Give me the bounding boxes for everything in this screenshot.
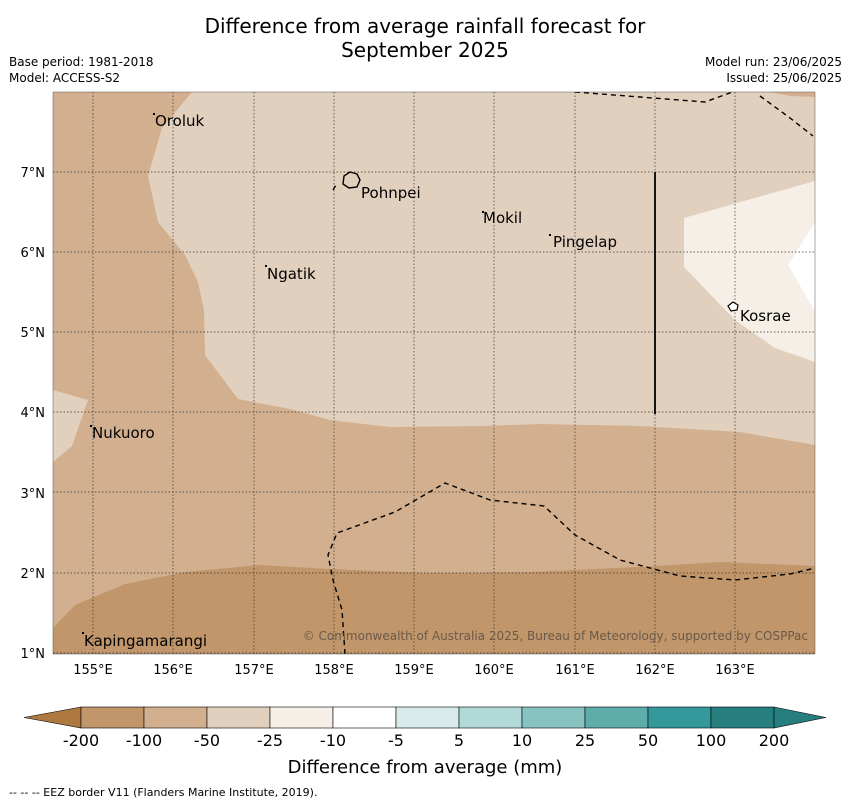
pohnpei-island-outline <box>342 171 361 189</box>
label-ngatik: Ngatik <box>267 265 316 283</box>
colorbar-segment-3 <box>269 706 334 729</box>
eez-borders <box>327 92 815 654</box>
colorbar: -200 -100 -50 -25 -10 -5 5 10 25 50 100 200 <box>23 706 827 750</box>
model-run: Model run: 23/06/2025 <box>704 55 842 69</box>
lon-label-163: 163°E <box>715 663 755 678</box>
lon-label-158: 158°E <box>314 663 354 678</box>
copyright-notice: © Commonwealth of Australia 2025, Bureau… <box>303 629 808 643</box>
lon-label-161: 161°E <box>555 663 595 678</box>
lat-label-3: 3°N <box>21 487 46 502</box>
lat-label-6: 6°N <box>21 246 46 261</box>
band-minus50-ne <box>770 92 815 97</box>
colorbar-tick-2: -50 <box>194 731 220 750</box>
chart-title-line1: Difference from average rainfall forecas… <box>204 14 646 38</box>
base-period: Base period: 1981-2018 <box>9 55 154 69</box>
lat-label-7: 7°N <box>21 166 46 181</box>
colorbar-tick-10: 100 <box>696 731 727 750</box>
atoll-markers <box>82 113 551 634</box>
label-kapingamarangi: Kapingamarangi <box>84 632 207 650</box>
colorbar-tick-0: -200 <box>63 731 99 750</box>
lon-label-162: 162°E <box>635 663 675 678</box>
band-minus25-west <box>53 390 88 462</box>
colorbar-segment-10 <box>710 706 775 729</box>
colorbar-segment-6 <box>458 706 523 729</box>
colorbar-tick-5: -5 <box>388 731 404 750</box>
eez-border-south <box>327 482 815 654</box>
band-minus25 <box>148 92 815 445</box>
lon-label-156: 156°E <box>153 663 193 678</box>
lon-label-160: 160°E <box>474 663 514 678</box>
lat-label-1: 1°N <box>21 647 46 662</box>
colorbar-segment-5 <box>395 706 460 729</box>
colorbar-tick-1: -100 <box>126 731 162 750</box>
issued-date: Issued: 25/06/2025 <box>726 71 842 85</box>
colorbar-segment-9 <box>647 706 712 729</box>
kosrae-island-outline <box>727 301 739 312</box>
label-kosrae: Kosrae <box>740 307 791 325</box>
colorbar-segment-7 <box>521 706 586 729</box>
eez-border-north <box>574 92 735 103</box>
model-name: Model: ACCESS-S2 <box>9 71 121 85</box>
label-pingelap: Pingelap <box>553 233 617 251</box>
chart-title-line2: September 2025 <box>341 38 509 62</box>
colorbar-label: Difference from average (mm) <box>288 757 563 778</box>
colorbar-tick-8: 25 <box>575 731 595 750</box>
eez-border-pohnpei <box>332 184 337 191</box>
label-nukuoro: Nukuoro <box>92 424 155 442</box>
lat-label-4: 4°N <box>21 406 46 421</box>
rainfall-map: Oroluk Pohnpei Mokil Pingelap Ngatik Kos… <box>53 92 815 654</box>
lat-label-2: 2°N <box>21 567 46 582</box>
colorbar-tick-3: -25 <box>257 731 283 750</box>
band-minus100 <box>53 562 815 654</box>
eez-border-northeast <box>759 95 814 137</box>
colorbar-tick-9: 50 <box>638 731 658 750</box>
map-frame <box>52 91 816 655</box>
label-pohnpei: Pohnpei <box>361 184 421 202</box>
colorbar-segment-8 <box>584 706 649 729</box>
colorbar-tick-7: 10 <box>512 731 532 750</box>
colorbar-tick-4: -10 <box>320 731 346 750</box>
colorbar-tick-11: 200 <box>759 731 790 750</box>
label-oroluk: Oroluk <box>155 112 204 130</box>
colorbar-extend-low <box>23 706 82 729</box>
lon-label-159: 159°E <box>394 663 434 678</box>
colorbar-segment-2 <box>206 706 271 729</box>
colorbar-segment-1 <box>143 706 208 729</box>
lon-label-157: 157°E <box>234 663 274 678</box>
colorbar-segment-0 <box>80 706 145 729</box>
band-neutral <box>788 222 815 312</box>
label-mokil: Mokil <box>483 209 522 227</box>
eez-footnote: -- -- -- EEZ border V11 (Flanders Marine… <box>9 786 318 799</box>
band-minus10 <box>684 181 815 362</box>
colorbar-extend-high <box>773 706 827 729</box>
colorbar-tick-6: 5 <box>454 731 464 750</box>
colorbar-segment-4 <box>332 706 397 729</box>
lon-label-155: 155°E <box>73 663 113 678</box>
lat-label-5: 5°N <box>21 326 46 341</box>
